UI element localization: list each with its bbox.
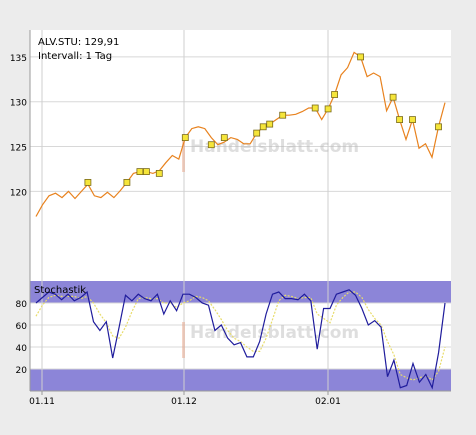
- stoch-zone-0: [30, 281, 451, 303]
- price-marker-14: [331, 91, 339, 98]
- watermark-bar-1: [182, 322, 185, 358]
- price-marker-17: [396, 116, 404, 123]
- price-tick-label-120: 120: [10, 188, 27, 198]
- price-marker-18: [409, 116, 416, 123]
- watermark-0: Handelsblatt.com: [182, 136, 359, 172]
- chart-title: ALV.STU: 129,91: [38, 37, 119, 48]
- price-marker-4: [155, 169, 163, 177]
- chart-interval: Intervall: 1 Tag: [38, 51, 112, 62]
- stochastic-title: Stochastik: [34, 285, 86, 296]
- price-marker-15: [357, 53, 365, 61]
- price-marker-0: [84, 178, 92, 186]
- price-marker-2: [136, 168, 144, 176]
- stoch-d-line: [35, 291, 446, 381]
- x-tick-label-0: 01.11: [29, 397, 55, 407]
- price-tick-label-135: 135: [10, 54, 27, 64]
- price-marker-10: [266, 120, 274, 128]
- price-marker-3: [142, 168, 150, 176]
- price-marker-7: [220, 134, 228, 142]
- watermark-1: Handelsblatt.com: [182, 322, 359, 358]
- price-marker-5: [181, 134, 189, 142]
- price-marker-13: [324, 105, 332, 113]
- price-tick-label-130: 130: [10, 99, 27, 109]
- price-tick-label-125: 125: [10, 144, 27, 154]
- stoch-k-line: [35, 289, 446, 390]
- x-tick-label-1: 01.12: [171, 397, 197, 407]
- watermark-bar-0: [182, 136, 185, 172]
- watermark-text-0: Handelsblatt.com: [190, 137, 359, 157]
- price-marker-12: [311, 104, 319, 112]
- stoch-tick-label-20: 20: [16, 366, 28, 376]
- watermark-text-1: Handelsblatt.com: [190, 323, 359, 343]
- price-line: [35, 51, 446, 217]
- price-marker-9: [259, 123, 267, 131]
- price-marker-8: [253, 129, 261, 137]
- price-marker-19: [435, 123, 442, 131]
- stoch-tick-label-60: 60: [16, 322, 28, 332]
- stoch-zone-1: [30, 369, 451, 391]
- stoch-tick-label-80: 80: [16, 300, 28, 310]
- price-marker-1: [123, 178, 131, 186]
- price-marker-16: [389, 93, 397, 101]
- price-marker-11: [279, 111, 287, 119]
- stoch-tick-label-40: 40: [16, 344, 28, 354]
- x-tick-label-2: 02.01: [315, 397, 341, 407]
- price-marker-6: [207, 141, 215, 149]
